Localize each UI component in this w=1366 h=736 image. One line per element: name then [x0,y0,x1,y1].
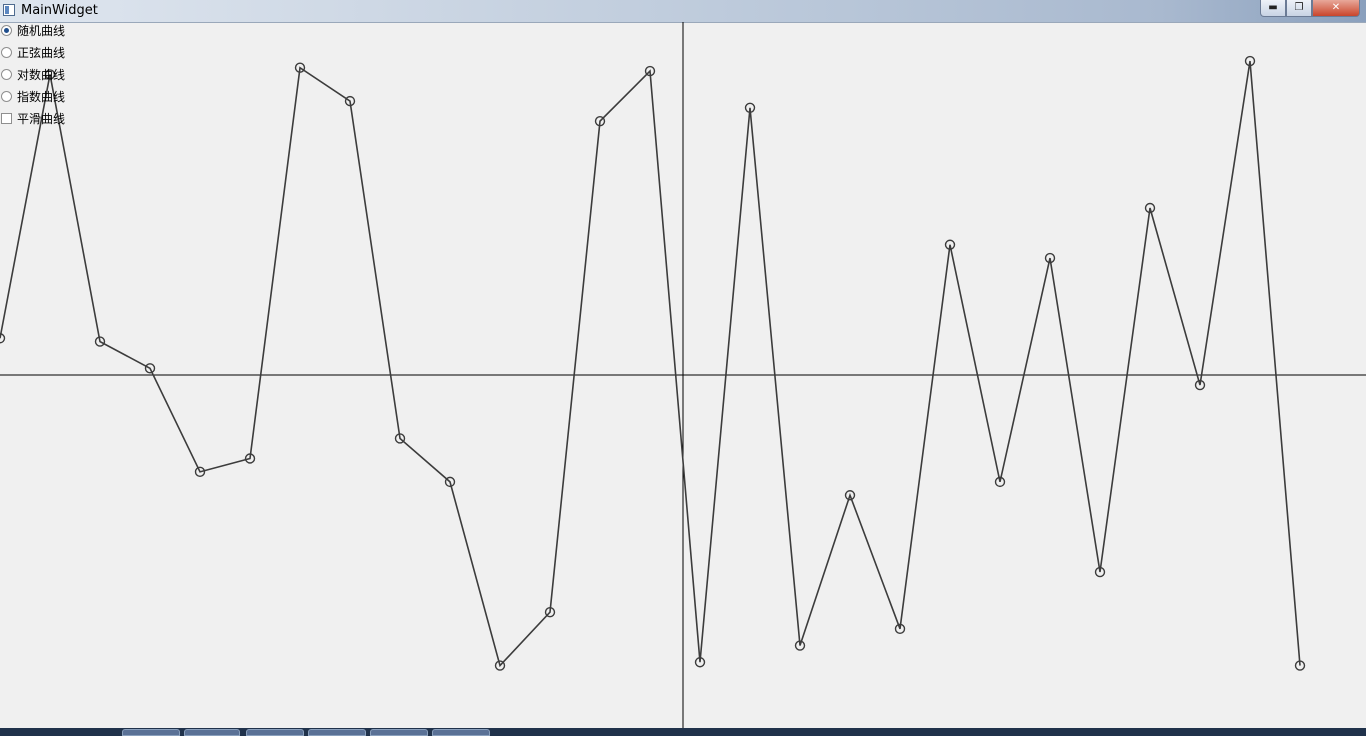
curve-point [44,69,56,80]
taskbar-item-app-2[interactable] [184,729,240,736]
curve-plot [0,22,1366,728]
radio-indicator-log[interactable] [1,68,12,80]
curve-point [1194,379,1206,391]
curve-point [744,102,756,114]
radio-exp-curve[interactable]: 指数曲线 [0,87,65,105]
radio-label-sine: 正弦曲线 [17,45,66,60]
taskbar-item-browser[interactable] [122,729,180,736]
curve-point [344,95,356,107]
curve-point [144,363,156,374]
curve-point [494,660,506,671]
radio-log-curve[interactable]: 对数曲线 [0,65,65,83]
curve-point [694,657,706,668]
radio-label-log: 对数曲线 [17,67,66,82]
radio-label-random: 随机曲线 [17,23,66,38]
taskbar-item-app-5[interactable] [370,729,428,736]
taskbar-item-app-4[interactable] [308,729,366,736]
title-bar[interactable]: MainWidget ▬ ❐ ✕ [0,0,1366,23]
curve-point [944,239,956,250]
checkbox-label-smooth: 平滑曲线 [17,111,66,126]
taskbar [0,728,1366,736]
curve-point [1144,202,1156,214]
curve-point [594,115,606,127]
curve-point [1294,660,1306,671]
curve-line [0,60,1301,668]
radio-indicator-random[interactable] [1,24,12,36]
curve-point [244,453,256,464]
radio-indicator-sine[interactable] [1,46,12,58]
curve-point [544,606,556,618]
curve-markers [0,55,1306,671]
radio-indicator-exp[interactable] [1,90,12,102]
curve-point [94,336,106,347]
curve-point [644,65,656,77]
curve-point [294,62,306,73]
maximize-button[interactable]: ❐ [1286,0,1312,17]
checkbox-smooth-curve[interactable]: 平滑曲线 [0,109,65,127]
checkbox-indicator-smooth[interactable] [1,112,12,124]
window-title: MainWidget [21,3,98,18]
minimize-button[interactable]: ▬ [1260,0,1286,17]
curve-point [894,623,906,635]
radio-sine-curve[interactable]: 正弦曲线 [0,43,65,61]
curve-point [1244,55,1256,67]
curve-point [394,433,406,444]
radio-random-curve[interactable]: 随机曲线 [0,21,65,39]
curve-point [194,466,206,478]
curve-point [444,476,456,488]
curve-point [1044,252,1056,264]
taskbar-item-mainwidget[interactable] [432,729,490,736]
curve-point [994,476,1006,488]
close-button[interactable]: ✕ [1312,0,1360,17]
radio-label-exp: 指数曲线 [17,89,66,104]
app-icon [3,4,15,16]
curve-point [0,333,6,344]
curve-point [844,490,856,501]
curve-point [794,640,806,651]
curve-point [1094,566,1106,578]
taskbar-item-folder[interactable] [246,729,304,736]
